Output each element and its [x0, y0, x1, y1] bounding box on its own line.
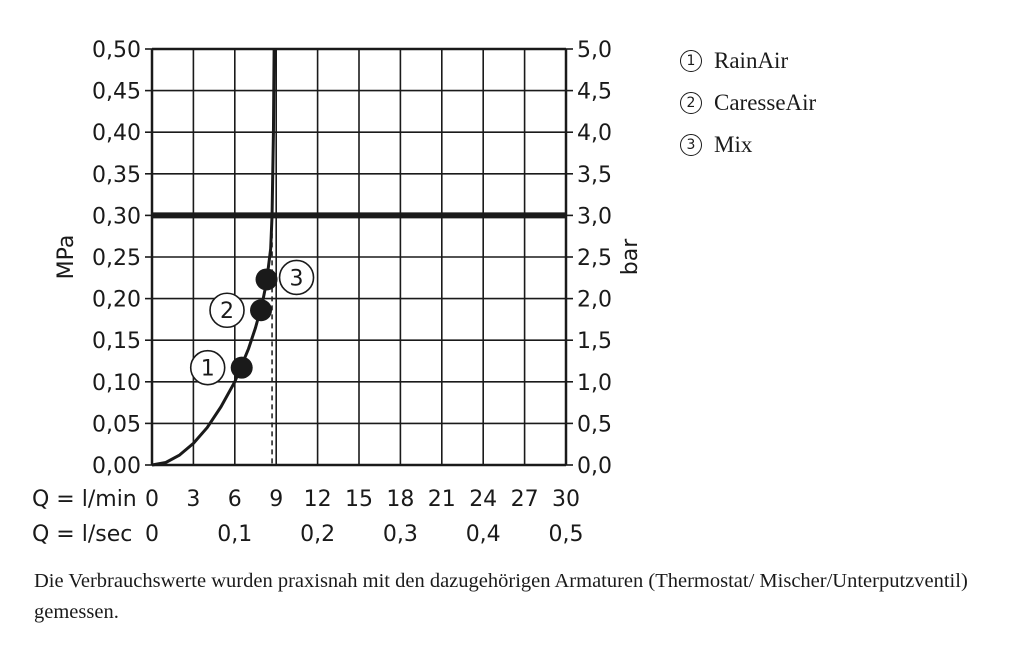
- y-tick-label-right: 5,0: [577, 38, 612, 63]
- marker-callout-circle: [189, 349, 226, 386]
- x-tick-label-secondary: 0,2: [300, 522, 335, 547]
- data-point-marker: [255, 268, 278, 291]
- marker-callout-circle: [278, 259, 315, 296]
- legend-item-rainair: 1 RainAir: [680, 40, 816, 82]
- y-tick-label-right: 4,0: [577, 121, 612, 146]
- x-tick-label-primary: 6: [228, 487, 242, 512]
- marker-callout-circle: [209, 292, 245, 329]
- marker-callout-label: 2: [220, 299, 234, 324]
- x-axis-label-secondary: Q = l/sec: [32, 522, 132, 547]
- flow-pressure-chart: 0,00 0,00,05 0,50,10 1,00,15 1,50,20 2,00,25 2…: [32, 38, 643, 547]
- legend-number: 2: [680, 92, 702, 114]
- x-tick-label-primary: 21: [428, 487, 456, 512]
- y-tick-label-right: 1,0: [577, 371, 612, 396]
- series-line: [151, 48, 276, 467]
- chart-series: [151, 48, 566, 467]
- legend-label: RainAir: [714, 48, 789, 73]
- x-tick-label-primary: 3: [186, 487, 200, 512]
- legend: 1 RainAir 2 CaresseAir 3 Mix: [680, 40, 816, 166]
- marker-callout-label: 1: [201, 357, 215, 382]
- x-tick-label-primary: 24: [469, 487, 497, 512]
- y-tick-label-left: 0,35: [92, 163, 141, 188]
- y-tick-label-left: 0,20: [92, 288, 141, 313]
- x-axis-label-primary: Q = l/min: [32, 487, 137, 512]
- legend-label: Mix: [714, 132, 753, 157]
- y-tick-label-right: 0,0: [577, 454, 612, 479]
- x-tick-label-primary: 9: [269, 487, 283, 512]
- x-tick-label-primary: 30: [552, 487, 580, 512]
- y-tick-label-right: 3,0: [577, 204, 612, 229]
- chart-axes: [145, 48, 573, 466]
- x-tick-label-primary: 15: [345, 487, 373, 512]
- y-tick-label-left: 0,10: [92, 371, 141, 396]
- y-tick-label-right: 2,5: [577, 246, 612, 271]
- marker-callout-label: 3: [290, 266, 304, 291]
- chart-labels: 0,00 0,00,05 0,50,10 1,00,15 1,50,20 2,00,25 2…: [32, 38, 643, 547]
- legend-item-caresseair: 2 CaresseAir: [680, 82, 816, 124]
- y-tick-label-left: 0,40: [92, 121, 141, 146]
- legend-label: CaresseAir: [714, 90, 817, 115]
- y-tick-label-left: 0,45: [92, 80, 141, 105]
- y-tick-label-left: 0,00: [92, 454, 141, 479]
- y-tick-label-left: 0,15: [92, 329, 141, 354]
- y-tick-label-right: 3,5: [577, 163, 612, 188]
- y-axis-title-left: MPa: [54, 235, 79, 280]
- legend-item-mix: 3 Mix: [680, 124, 816, 166]
- x-tick-label-primary: 0: [145, 487, 159, 512]
- y-tick-label-left: 0,30: [92, 204, 141, 229]
- x-tick-label-primary: 12: [304, 487, 332, 512]
- x-tick-label-primary: 27: [511, 487, 539, 512]
- x-tick-label-secondary: 0,4: [466, 522, 501, 547]
- x-tick-label-secondary: 0: [145, 522, 159, 547]
- y-tick-label-right: 2,0: [577, 288, 612, 313]
- data-point-marker: [230, 356, 253, 379]
- y-tick-label-right: 4,5: [577, 80, 612, 105]
- legend-number: 1: [680, 50, 702, 72]
- x-tick-label-secondary: 0,5: [549, 522, 584, 547]
- y-tick-label-left: 0,25: [92, 246, 141, 271]
- y-axis-title-right: bar: [618, 238, 643, 275]
- data-point-marker: [250, 299, 273, 322]
- chart-grid: [150, 47, 568, 467]
- footnote: Die Verbrauchswerte wurden praxisnah mit…: [34, 570, 968, 623]
- y-tick-label-left: 0,50: [92, 38, 141, 63]
- legend-number: 3: [680, 134, 702, 156]
- y-tick-label-right: 1,5: [577, 329, 612, 354]
- y-tick-label-right: 0,5: [577, 412, 612, 437]
- x-tick-label-secondary: 0,1: [217, 522, 252, 547]
- x-tick-label-primary: 18: [386, 487, 414, 512]
- y-tick-label-left: 0,05: [92, 412, 141, 437]
- x-tick-label-secondary: 0,3: [383, 522, 418, 547]
